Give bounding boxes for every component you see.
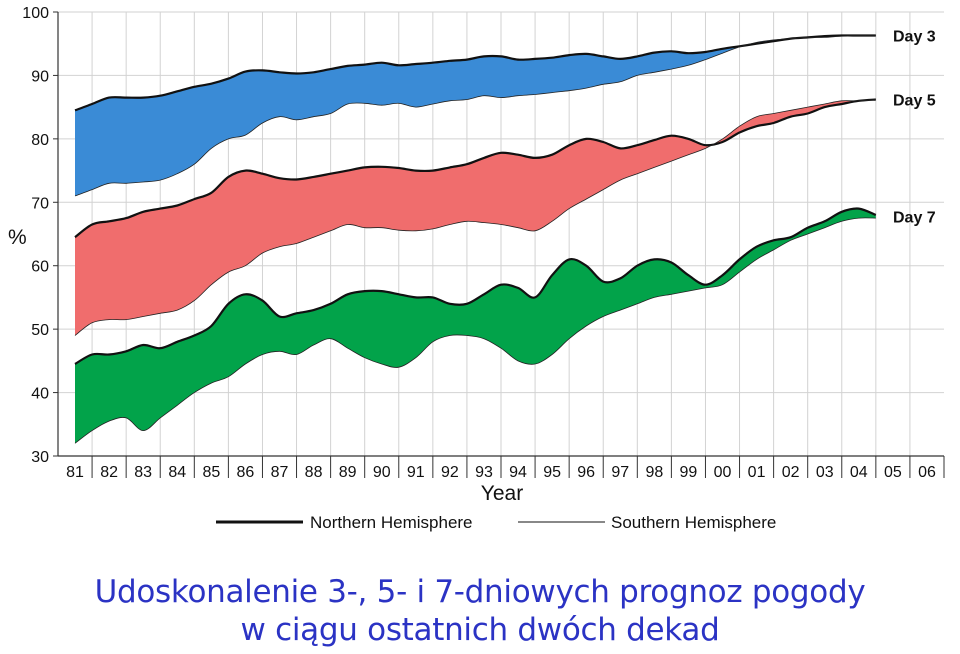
southern-line-day-7 bbox=[74, 217, 876, 444]
x-tick-label: 88 bbox=[305, 464, 323, 481]
legend-label-northern: Northern Hemisphere bbox=[310, 513, 473, 532]
x-tick-label: 96 bbox=[577, 464, 595, 481]
x-tick-label: 83 bbox=[134, 464, 152, 481]
southern-line-day-3 bbox=[74, 35, 876, 197]
y-tick-label: 30 bbox=[31, 449, 49, 466]
series-label: Day 3 bbox=[893, 28, 936, 45]
x-tick-label: 03 bbox=[816, 464, 834, 481]
band-day-5 bbox=[75, 99, 876, 336]
x-tick-label: 93 bbox=[475, 464, 493, 481]
x-tick-label: 00 bbox=[714, 464, 732, 481]
y-tick-label: 60 bbox=[31, 259, 49, 276]
x-tick-label: 82 bbox=[100, 464, 118, 481]
northern-line-day-5 bbox=[74, 98, 876, 239]
x-axis-title: Year bbox=[481, 482, 523, 505]
x-tick-label: 85 bbox=[202, 464, 220, 481]
x-tick-label: 91 bbox=[407, 464, 425, 481]
band-day-7 bbox=[75, 208, 876, 444]
series-label: Day 5 bbox=[893, 93, 936, 110]
chart-axes: 30 40 50 60 70 80 90 100 81 82 83 84 85 86 87 88 89 90 91 9… bbox=[22, 5, 945, 481]
caption-line-2: w ciągu ostatnich dwóch dekad bbox=[240, 612, 720, 648]
x-tick-label: 06 bbox=[918, 464, 936, 481]
y-tick-label: 50 bbox=[31, 322, 49, 339]
y-axis-title: % bbox=[8, 226, 27, 249]
x-tick-label: 05 bbox=[884, 464, 902, 481]
caption-line-1: Udoskonalenie 3-, 5- i 7-dniowych progno… bbox=[94, 574, 866, 610]
y-tick-label: 100 bbox=[22, 5, 49, 22]
x-tick-label: 90 bbox=[373, 464, 391, 481]
x-tick-label: 87 bbox=[271, 464, 289, 481]
y-tick-label: 80 bbox=[31, 132, 49, 149]
x-tick-label: 01 bbox=[748, 464, 766, 481]
x-tick-label: 02 bbox=[782, 464, 800, 481]
skill-chart: 30 40 50 60 70 80 90 100 81 82 83 84 85 86 87 88 89 90 91 9… bbox=[8, 5, 945, 532]
northern-line-day-7 bbox=[74, 207, 877, 365]
x-tick-label: 92 bbox=[441, 464, 459, 481]
x-tick-label: 97 bbox=[611, 464, 629, 481]
x-tick-label: 99 bbox=[680, 464, 698, 481]
x-tick-label: 84 bbox=[168, 464, 186, 481]
y-tick-label: 90 bbox=[31, 68, 49, 85]
southern-line-day-5 bbox=[74, 99, 876, 336]
chart-areas bbox=[74, 34, 877, 444]
band-day-3 bbox=[75, 35, 876, 196]
chart-legend: Northern Hemisphere Southern Hemisphere bbox=[216, 513, 776, 532]
x-tick-label: 94 bbox=[509, 464, 527, 481]
x-tick-label: 86 bbox=[237, 464, 255, 481]
x-tick-label: 95 bbox=[543, 464, 561, 481]
x-tick-label: 81 bbox=[66, 464, 84, 481]
x-tick-label: 04 bbox=[850, 464, 868, 481]
chart-labels: Day 3 Day 5 Day 7% Year bbox=[8, 28, 936, 505]
legend-label-southern: Southern Hemisphere bbox=[611, 513, 776, 532]
y-tick-label: 70 bbox=[31, 195, 49, 212]
x-tick-label: 89 bbox=[339, 464, 357, 481]
y-tick-label: 40 bbox=[31, 386, 49, 403]
series-label: Day 7 bbox=[893, 210, 936, 227]
x-tick-label: 98 bbox=[645, 464, 663, 481]
